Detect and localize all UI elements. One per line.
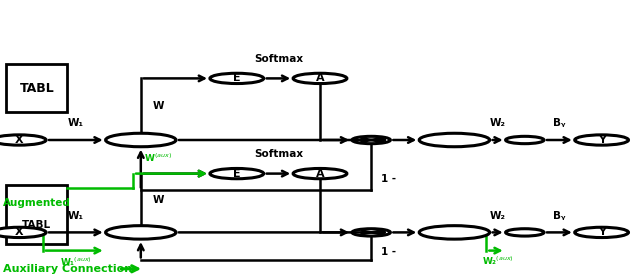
Text: Y: Y — [598, 135, 605, 145]
Text: Augmented: Augmented — [3, 198, 71, 208]
Ellipse shape — [106, 226, 176, 239]
Ellipse shape — [0, 135, 46, 145]
Text: E: E — [233, 73, 241, 83]
Text: W₂$^{(aux)}$: W₂$^{(aux)}$ — [482, 254, 513, 267]
Text: Softmax: Softmax — [254, 54, 303, 64]
Ellipse shape — [506, 136, 544, 144]
Ellipse shape — [210, 169, 264, 179]
Ellipse shape — [352, 229, 390, 236]
Ellipse shape — [0, 227, 46, 237]
Text: W: W — [152, 101, 164, 111]
FancyBboxPatch shape — [6, 185, 67, 244]
Ellipse shape — [106, 133, 176, 147]
Text: Bᵧ: Bᵧ — [553, 211, 566, 221]
Ellipse shape — [293, 73, 347, 83]
FancyBboxPatch shape — [6, 64, 67, 112]
Text: W: W — [152, 195, 164, 205]
Text: 1 -: 1 - — [381, 247, 396, 257]
Text: W₂: W₂ — [490, 211, 506, 221]
Ellipse shape — [506, 229, 544, 236]
Text: W$^{(aux)}$: W$^{(aux)}$ — [144, 152, 172, 164]
Ellipse shape — [352, 136, 390, 144]
Text: TABL: TABL — [19, 82, 54, 95]
Ellipse shape — [293, 169, 347, 179]
Ellipse shape — [575, 227, 628, 237]
Text: TABL: TABL — [22, 220, 51, 230]
Text: W₂: W₂ — [490, 118, 506, 128]
Text: Bᵧ: Bᵧ — [553, 118, 566, 128]
Text: X: X — [15, 227, 24, 237]
Text: Y: Y — [598, 227, 605, 237]
Ellipse shape — [419, 226, 490, 239]
Text: X: X — [15, 135, 24, 145]
Text: A: A — [316, 73, 324, 83]
Text: Auxiliary Connection: Auxiliary Connection — [3, 264, 132, 274]
Ellipse shape — [575, 135, 628, 145]
Text: 1 -: 1 - — [381, 174, 396, 184]
Text: W₁$^{(aux)}$: W₁$^{(aux)}$ — [60, 256, 92, 268]
Text: A: A — [316, 169, 324, 179]
Text: E: E — [233, 169, 241, 179]
Text: Softmax: Softmax — [254, 149, 303, 159]
Ellipse shape — [419, 133, 490, 147]
Text: W₁: W₁ — [68, 211, 84, 221]
Text: W₁: W₁ — [68, 118, 84, 128]
Ellipse shape — [210, 73, 264, 83]
